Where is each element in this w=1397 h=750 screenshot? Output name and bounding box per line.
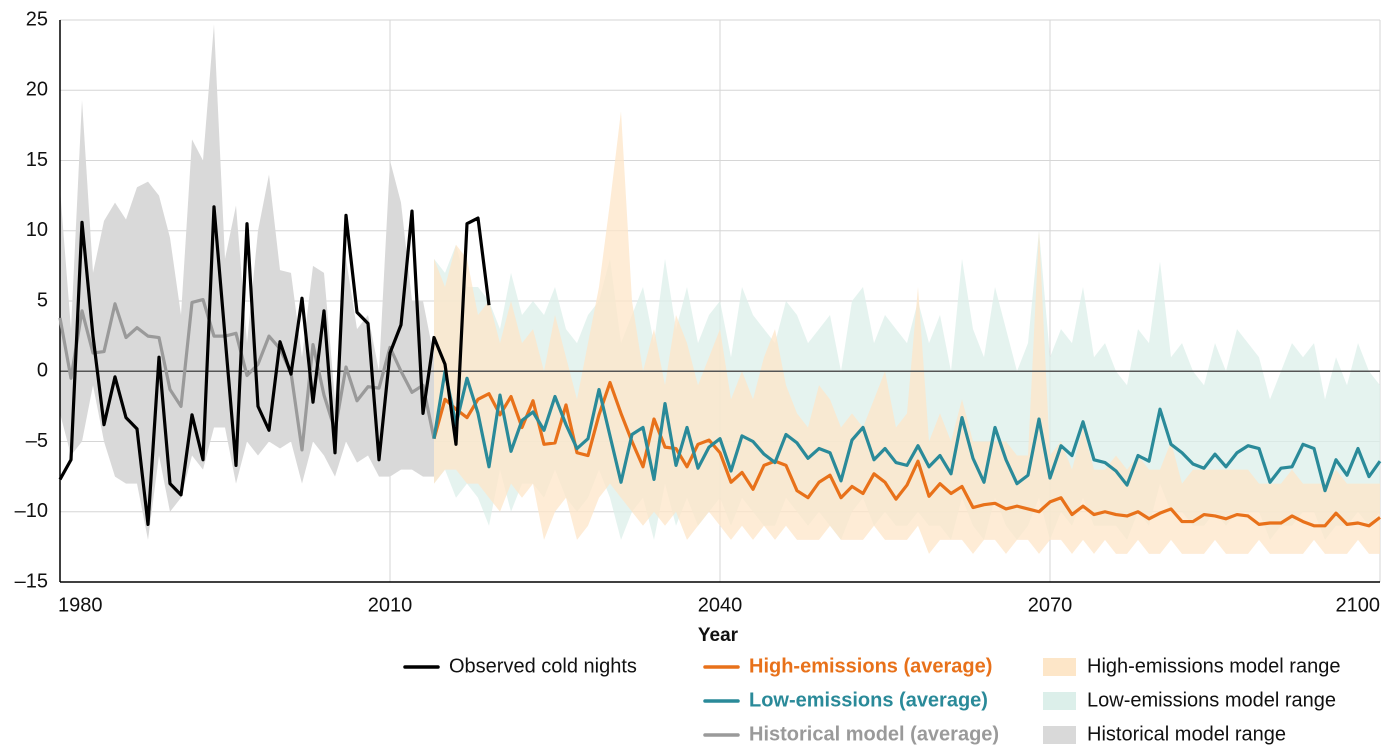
y-tick-label: –15 [15, 570, 48, 592]
legend-label: Historical model (average) [749, 723, 999, 745]
legend-label: Low-emissions (average) [749, 689, 988, 711]
legend-swatch [1043, 692, 1076, 710]
x-tick-label: 2100 [1336, 594, 1381, 616]
x-tick-label: 2010 [368, 594, 413, 616]
legend-label: Observed cold nights [449, 655, 637, 677]
y-tick-label: 5 [37, 289, 48, 311]
y-tick-label: 20 [26, 79, 48, 101]
y-tick-label: 25 [26, 8, 48, 30]
legend-label: Historical model range [1087, 723, 1286, 745]
range-area [60, 24, 434, 540]
series-line [58, 205, 491, 526]
legend-label: High-emissions model range [1087, 655, 1340, 677]
x-tick-label: 1980 [58, 594, 103, 616]
y-tick-label: –10 [15, 500, 48, 522]
legend-label: Low-emissions model range [1087, 689, 1336, 711]
y-tick-label: 10 [26, 219, 48, 241]
x-tick-label: 2040 [698, 594, 743, 616]
x-tick-label: 2070 [1028, 594, 1073, 616]
x-axis-title: Year [698, 625, 739, 646]
legend-swatch [1043, 726, 1076, 744]
legend-swatch [1043, 658, 1076, 676]
y-tick-label: 0 [37, 360, 48, 382]
series-line [432, 380, 1381, 528]
series-line [432, 369, 1382, 493]
y-tick-label: –5 [26, 430, 48, 452]
y-tick-label: 15 [26, 149, 48, 171]
legend-label: High-emissions (average) [749, 655, 992, 677]
